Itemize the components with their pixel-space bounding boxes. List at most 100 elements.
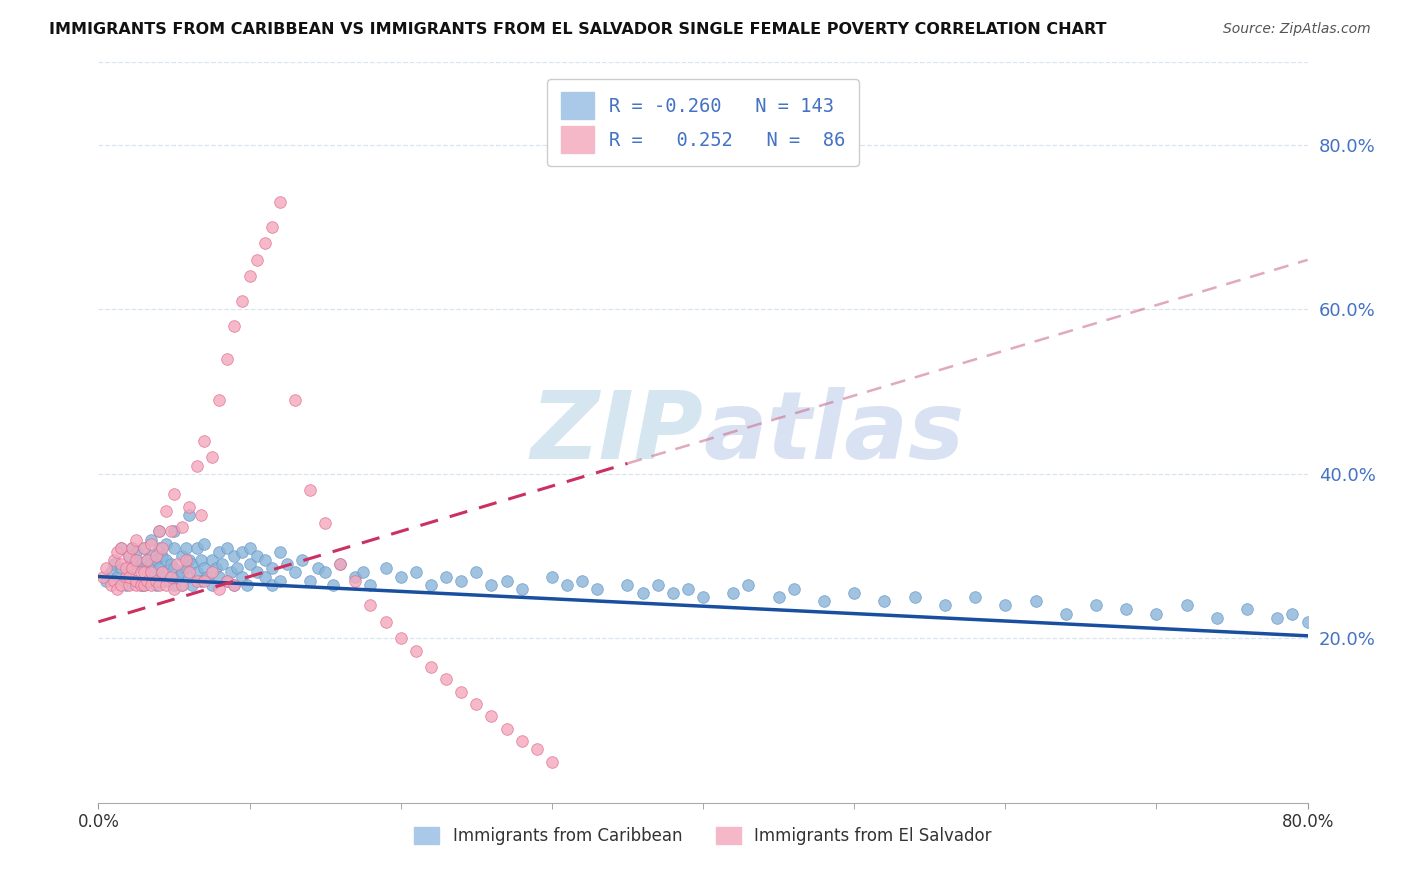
- Point: [129, 578, 152, 592]
- Point: [179, 553, 201, 567]
- Point: [783, 582, 806, 596]
- Point: [211, 558, 233, 572]
- Point: [208, 392, 231, 407]
- Point: [389, 632, 412, 646]
- Point: [160, 524, 183, 539]
- Point: [481, 709, 503, 723]
- Point: [174, 561, 197, 575]
- Point: [125, 578, 148, 592]
- Point: [374, 615, 396, 629]
- Point: [163, 582, 186, 596]
- Point: [190, 508, 212, 522]
- Point: [186, 458, 208, 473]
- Point: [193, 434, 215, 448]
- Point: [934, 599, 956, 613]
- Point: [1296, 615, 1319, 629]
- Point: [179, 508, 201, 522]
- Point: [405, 643, 427, 657]
- Point: [215, 351, 238, 366]
- Point: [291, 553, 314, 567]
- Point: [231, 545, 253, 559]
- Point: [145, 574, 167, 588]
- Point: [163, 578, 186, 592]
- Point: [132, 541, 155, 555]
- Point: [1357, 623, 1379, 637]
- Point: [170, 578, 193, 592]
- Point: [201, 566, 224, 580]
- Point: [1341, 615, 1364, 629]
- Point: [307, 561, 329, 575]
- Point: [322, 578, 344, 592]
- Point: [495, 722, 517, 736]
- Point: [299, 574, 322, 588]
- Point: [148, 524, 170, 539]
- Point: [284, 392, 307, 407]
- Point: [389, 569, 412, 583]
- Point: [616, 578, 638, 592]
- Point: [160, 569, 183, 583]
- Point: [118, 578, 141, 592]
- Point: [186, 574, 208, 588]
- Point: [1085, 599, 1108, 613]
- Point: [132, 561, 155, 575]
- Point: [141, 578, 163, 592]
- Point: [262, 219, 284, 234]
- Point: [100, 578, 122, 592]
- Point: [155, 536, 177, 550]
- Point: [231, 569, 253, 583]
- Point: [676, 582, 699, 596]
- Point: [1236, 602, 1258, 616]
- Point: [299, 483, 322, 498]
- Point: [208, 545, 231, 559]
- Point: [526, 742, 548, 756]
- Point: [904, 590, 927, 604]
- Point: [510, 734, 533, 748]
- Point: [148, 524, 170, 539]
- Point: [253, 553, 276, 567]
- Point: [145, 553, 167, 567]
- Point: [135, 574, 157, 588]
- Point: [150, 541, 173, 555]
- Point: [174, 541, 197, 555]
- Point: [193, 536, 215, 550]
- Point: [150, 549, 173, 563]
- Point: [132, 578, 155, 592]
- Point: [586, 582, 609, 596]
- Point: [186, 566, 208, 580]
- Point: [121, 561, 143, 575]
- Point: [129, 558, 152, 572]
- Point: [114, 578, 136, 592]
- Point: [262, 561, 284, 575]
- Point: [125, 553, 148, 567]
- Point: [1115, 602, 1137, 616]
- Point: [160, 558, 183, 572]
- Point: [540, 569, 562, 583]
- Point: [155, 504, 177, 518]
- Point: [344, 569, 367, 583]
- Text: atlas: atlas: [703, 386, 965, 479]
- Point: [163, 524, 186, 539]
- Point: [121, 541, 143, 555]
- Point: [495, 574, 517, 588]
- Point: [965, 590, 987, 604]
- Legend: R = -0.260   N = 143, R =   0.252   N =  86: R = -0.260 N = 143, R = 0.252 N = 86: [547, 79, 859, 166]
- Point: [195, 569, 218, 583]
- Point: [193, 574, 215, 588]
- Point: [352, 566, 374, 580]
- Point: [215, 541, 238, 555]
- Point: [1206, 610, 1229, 624]
- Point: [205, 561, 228, 575]
- Point: [155, 574, 177, 588]
- Point: [125, 553, 148, 567]
- Point: [540, 755, 562, 769]
- Point: [110, 561, 132, 575]
- Point: [170, 566, 193, 580]
- Point: [121, 541, 143, 555]
- Point: [181, 558, 204, 572]
- Point: [329, 558, 352, 572]
- Point: [465, 566, 488, 580]
- Point: [873, 594, 896, 608]
- Point: [94, 574, 117, 588]
- Point: [100, 566, 122, 580]
- Point: [768, 590, 790, 604]
